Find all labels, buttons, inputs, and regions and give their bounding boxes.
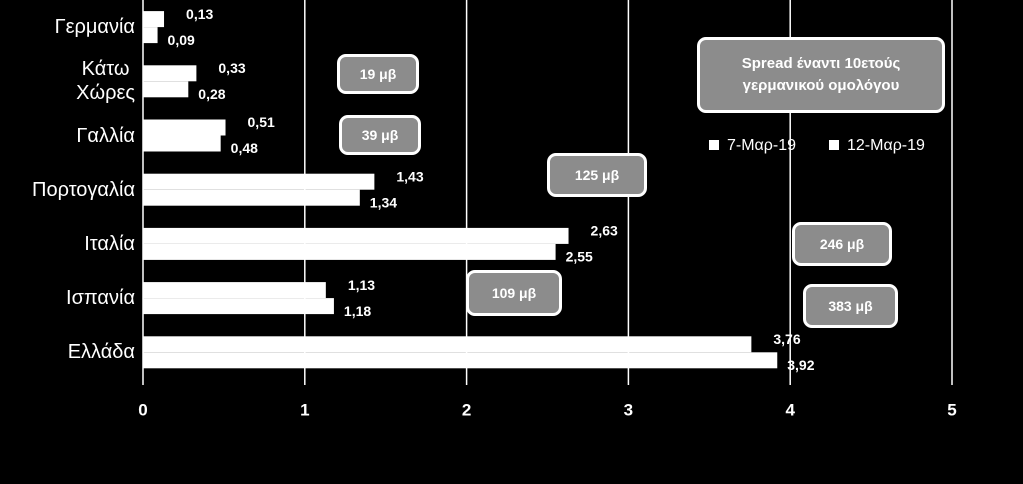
annotation: 383 μβ [803, 284, 898, 328]
value-label: 1,18 [344, 303, 371, 319]
value-label: 2,55 [566, 249, 593, 265]
x-tick-label: 4 [785, 400, 795, 419]
bar [143, 27, 158, 44]
bar [143, 243, 556, 260]
value-label: 0,09 [168, 32, 195, 48]
bar [143, 81, 189, 98]
bar [143, 282, 326, 299]
category-label: Πορτογαλία [32, 178, 135, 201]
bar [143, 336, 752, 353]
category-label: Ισπανία [66, 287, 135, 310]
x-tick-label: 3 [624, 400, 633, 419]
value-label: 2,63 [591, 223, 618, 239]
value-label: 0,33 [218, 60, 245, 76]
legend-marker [829, 140, 839, 150]
legend-title: Spread έναντι 10ετούς γερμανικού ομολόγο… [697, 37, 945, 113]
x-tick-label: 1 [300, 400, 309, 419]
x-tick-label: 2 [462, 400, 471, 419]
annotation: 246 μβ [792, 222, 892, 266]
value-label: 0,28 [198, 86, 225, 102]
annotation: 109 μβ [466, 270, 562, 316]
category-label: Ιταλία [84, 232, 135, 255]
bar [143, 65, 197, 82]
category-label: Γαλλία [76, 124, 135, 147]
x-tick-label: 5 [947, 400, 956, 419]
legend-marker [709, 140, 719, 150]
x-tick-label: 0 [138, 400, 147, 419]
category-label: Κάτω Χώρες [76, 58, 135, 105]
value-label: 1,43 [396, 168, 423, 184]
value-label: 0,13 [186, 6, 213, 22]
legend-label: 7-Μαρ-19 [727, 137, 796, 154]
value-label: 3,76 [773, 331, 800, 347]
bar [143, 352, 778, 369]
value-label: 1,13 [348, 277, 375, 293]
value-label: 1,34 [370, 194, 397, 210]
bar [143, 298, 334, 315]
annotation: 39 μβ [339, 115, 421, 155]
legend-label: 12-Μαρ-19 [847, 137, 925, 154]
annotation: 125 μβ [547, 153, 647, 197]
category-label: Ελλάδα [67, 341, 135, 364]
value-label: 0,48 [231, 140, 258, 156]
value-label: 0,51 [248, 114, 275, 130]
bar [143, 119, 226, 136]
bar [143, 189, 360, 206]
bar [143, 135, 221, 152]
bar [143, 227, 569, 244]
category-label: Γερμανία [54, 16, 135, 39]
bar [143, 11, 165, 28]
value-label: 3,92 [787, 357, 814, 373]
annotation: 19 μβ [337, 54, 419, 94]
bar [143, 173, 375, 190]
